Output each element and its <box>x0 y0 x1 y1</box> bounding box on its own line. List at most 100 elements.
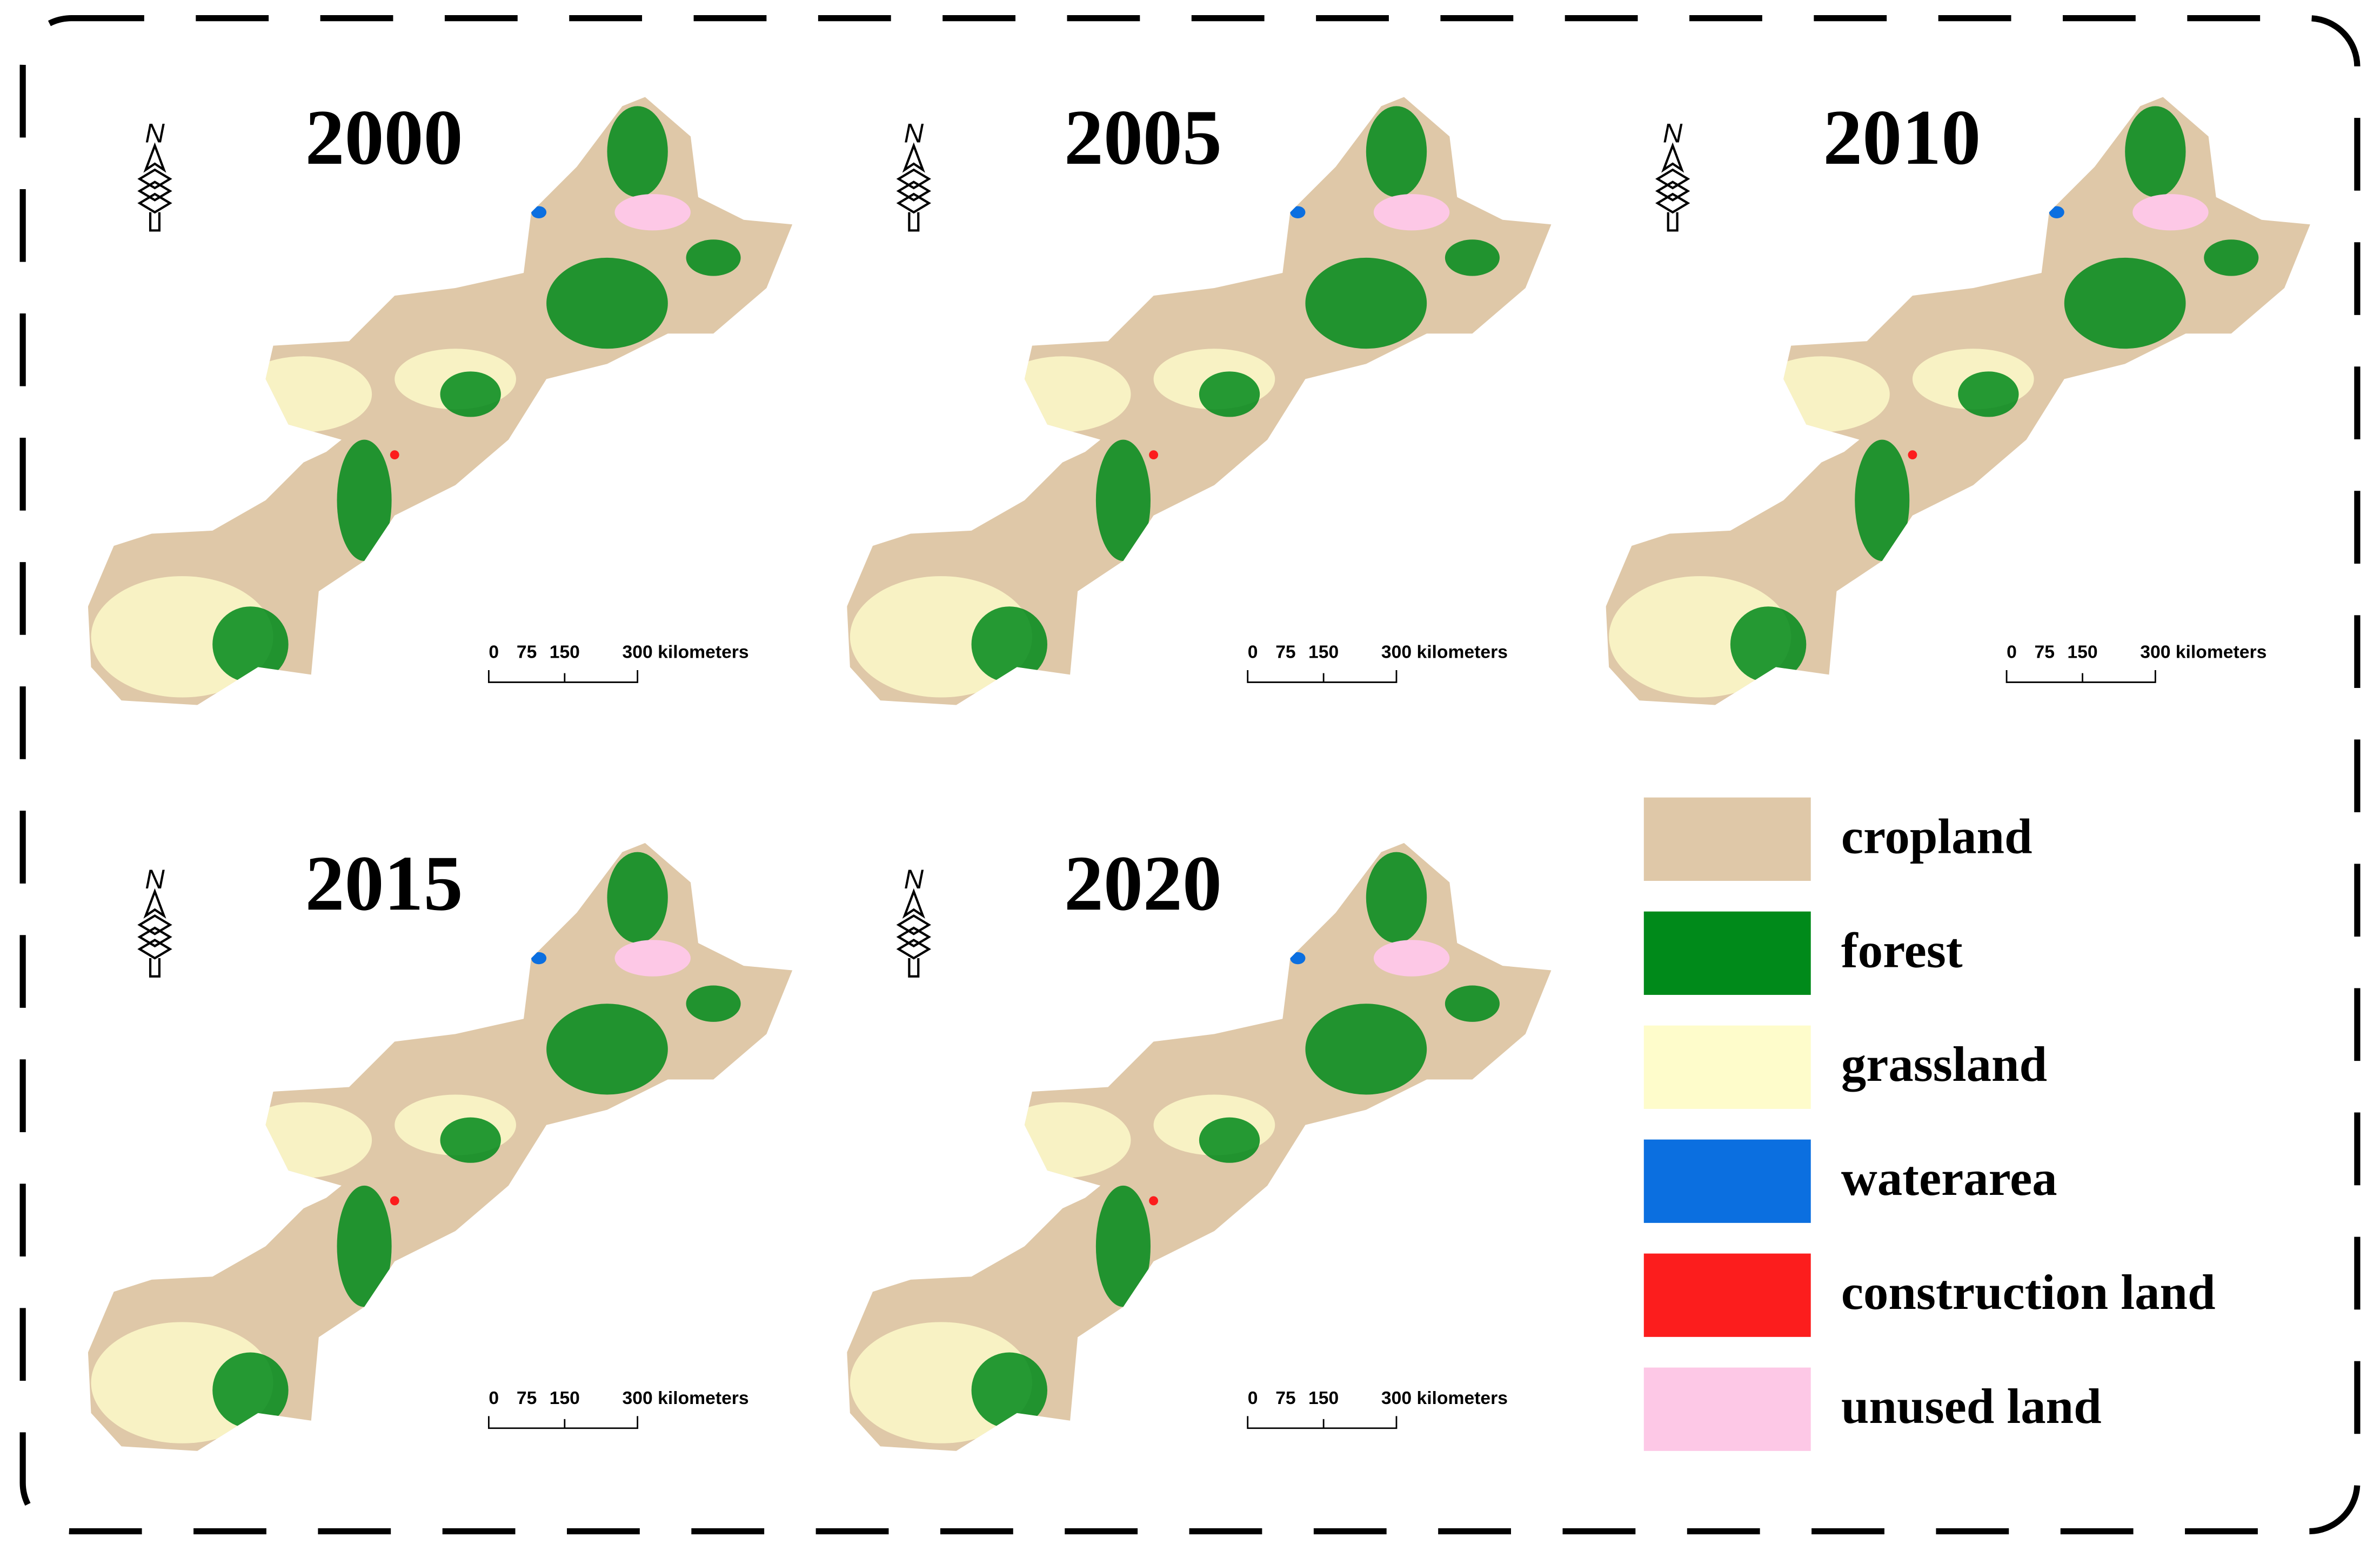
unused-patch <box>614 940 691 977</box>
forest-patch <box>1305 257 1427 349</box>
unused-patch <box>1373 194 1450 231</box>
grassland-patch <box>1275 553 1427 599</box>
construction-patch <box>1149 450 1159 460</box>
scale-label: 300 kilometers <box>1381 1388 1508 1408</box>
legend-swatch <box>1643 1367 1811 1451</box>
year-title: 2015 <box>305 839 463 927</box>
legend-swatch <box>1643 1253 1811 1337</box>
construction-patch <box>1908 450 1917 460</box>
north-arrow <box>1655 142 1690 232</box>
scale-label: 0 <box>489 643 499 663</box>
forest-patch <box>546 257 668 349</box>
forest-patch <box>1199 1117 1260 1163</box>
forest-patch <box>212 606 289 683</box>
scale-label: 75 <box>1275 643 1295 663</box>
scale-label: 300 kilometers <box>1381 643 1508 663</box>
forest-patch <box>686 985 741 1022</box>
grassland-patch <box>994 1102 1131 1178</box>
forest-patch <box>212 1352 289 1428</box>
water-patch <box>2049 206 2064 218</box>
scale-label: 150 <box>1308 643 1339 663</box>
forest-patch <box>2064 257 2186 349</box>
scale-label: 150 <box>2067 643 2097 663</box>
forest-patch <box>1366 106 1427 197</box>
frame <box>19 15 2361 1535</box>
forest-patch <box>1445 239 1500 276</box>
scale-bar <box>487 670 639 683</box>
construction-patch <box>1149 1196 1159 1206</box>
scale-label: 0 <box>1248 1388 1258 1408</box>
north-arrow <box>137 142 172 232</box>
legend-label: cropland <box>1841 808 2033 864</box>
scale-label: 300 kilometers <box>623 643 749 663</box>
scale-bar <box>1247 670 1398 683</box>
scale-label: 150 <box>550 1388 580 1408</box>
scale-label: 150 <box>1308 1388 1339 1408</box>
forest-patch <box>1199 371 1260 417</box>
forest-patch <box>1366 852 1427 944</box>
grassland-patch <box>235 356 372 432</box>
forest-patch <box>1305 1004 1427 1095</box>
forest-patch <box>607 106 668 197</box>
forest-patch <box>440 1117 501 1163</box>
forest-patch <box>2204 239 2259 276</box>
forest-patch <box>1095 439 1151 561</box>
grassland-patch <box>1753 356 1890 432</box>
forest-patch <box>2125 106 2186 197</box>
legend-label: forest <box>1841 922 1963 978</box>
map-region <box>847 843 1552 1451</box>
scale-bar <box>487 1416 639 1429</box>
year-title: 2005 <box>1064 93 1222 181</box>
north-arrow <box>896 142 932 232</box>
water-patch <box>1290 952 1306 965</box>
legend-label: unused land <box>1841 1379 2102 1434</box>
unused-patch <box>2132 194 2209 231</box>
forest-patch <box>337 1185 392 1307</box>
water-patch <box>531 952 547 965</box>
scale-label: 300 kilometers <box>2140 643 2267 663</box>
water-patch <box>531 206 547 218</box>
map-region <box>847 97 1552 705</box>
year-title: 2000 <box>305 93 463 181</box>
forest-patch <box>337 439 392 561</box>
legend-label: grassland <box>1841 1037 2047 1092</box>
unused-patch <box>1373 940 1450 977</box>
scale-bar <box>2005 670 2156 683</box>
map-region <box>88 97 793 705</box>
legend-swatch <box>1643 797 1811 881</box>
legend-swatch <box>1643 1139 1811 1223</box>
scale-label: 75 <box>517 1388 537 1408</box>
grassland-patch <box>994 356 1131 432</box>
scale-label: 75 <box>517 643 537 663</box>
unused-patch <box>614 194 691 231</box>
scale-label: 150 <box>550 643 580 663</box>
forest-patch <box>607 852 668 944</box>
scale-label: 75 <box>2035 643 2055 663</box>
scale-label: 0 <box>1248 643 1258 663</box>
map-region <box>88 843 793 1451</box>
scale-label: 0 <box>489 1388 499 1408</box>
grassland-patch <box>516 553 668 599</box>
map-region <box>1606 97 2310 705</box>
construction-patch <box>390 1196 399 1206</box>
forest-patch <box>1855 439 1910 561</box>
grassland-patch <box>1275 1299 1427 1345</box>
scale-label: 300 kilometers <box>623 1388 749 1408</box>
forest-patch <box>1445 985 1500 1022</box>
forest-patch <box>686 239 741 276</box>
legend-swatch <box>1643 911 1811 995</box>
forest-patch <box>1095 1185 1151 1307</box>
scale-bar <box>1247 1416 1398 1429</box>
legend-label: construction land <box>1841 1265 2216 1320</box>
forest-patch <box>1730 606 1807 683</box>
forest-patch <box>971 606 1047 683</box>
forest-patch <box>440 371 501 417</box>
north-arrow <box>896 888 932 978</box>
scale-label: 0 <box>2007 643 2017 663</box>
grassland-patch <box>235 1102 372 1178</box>
